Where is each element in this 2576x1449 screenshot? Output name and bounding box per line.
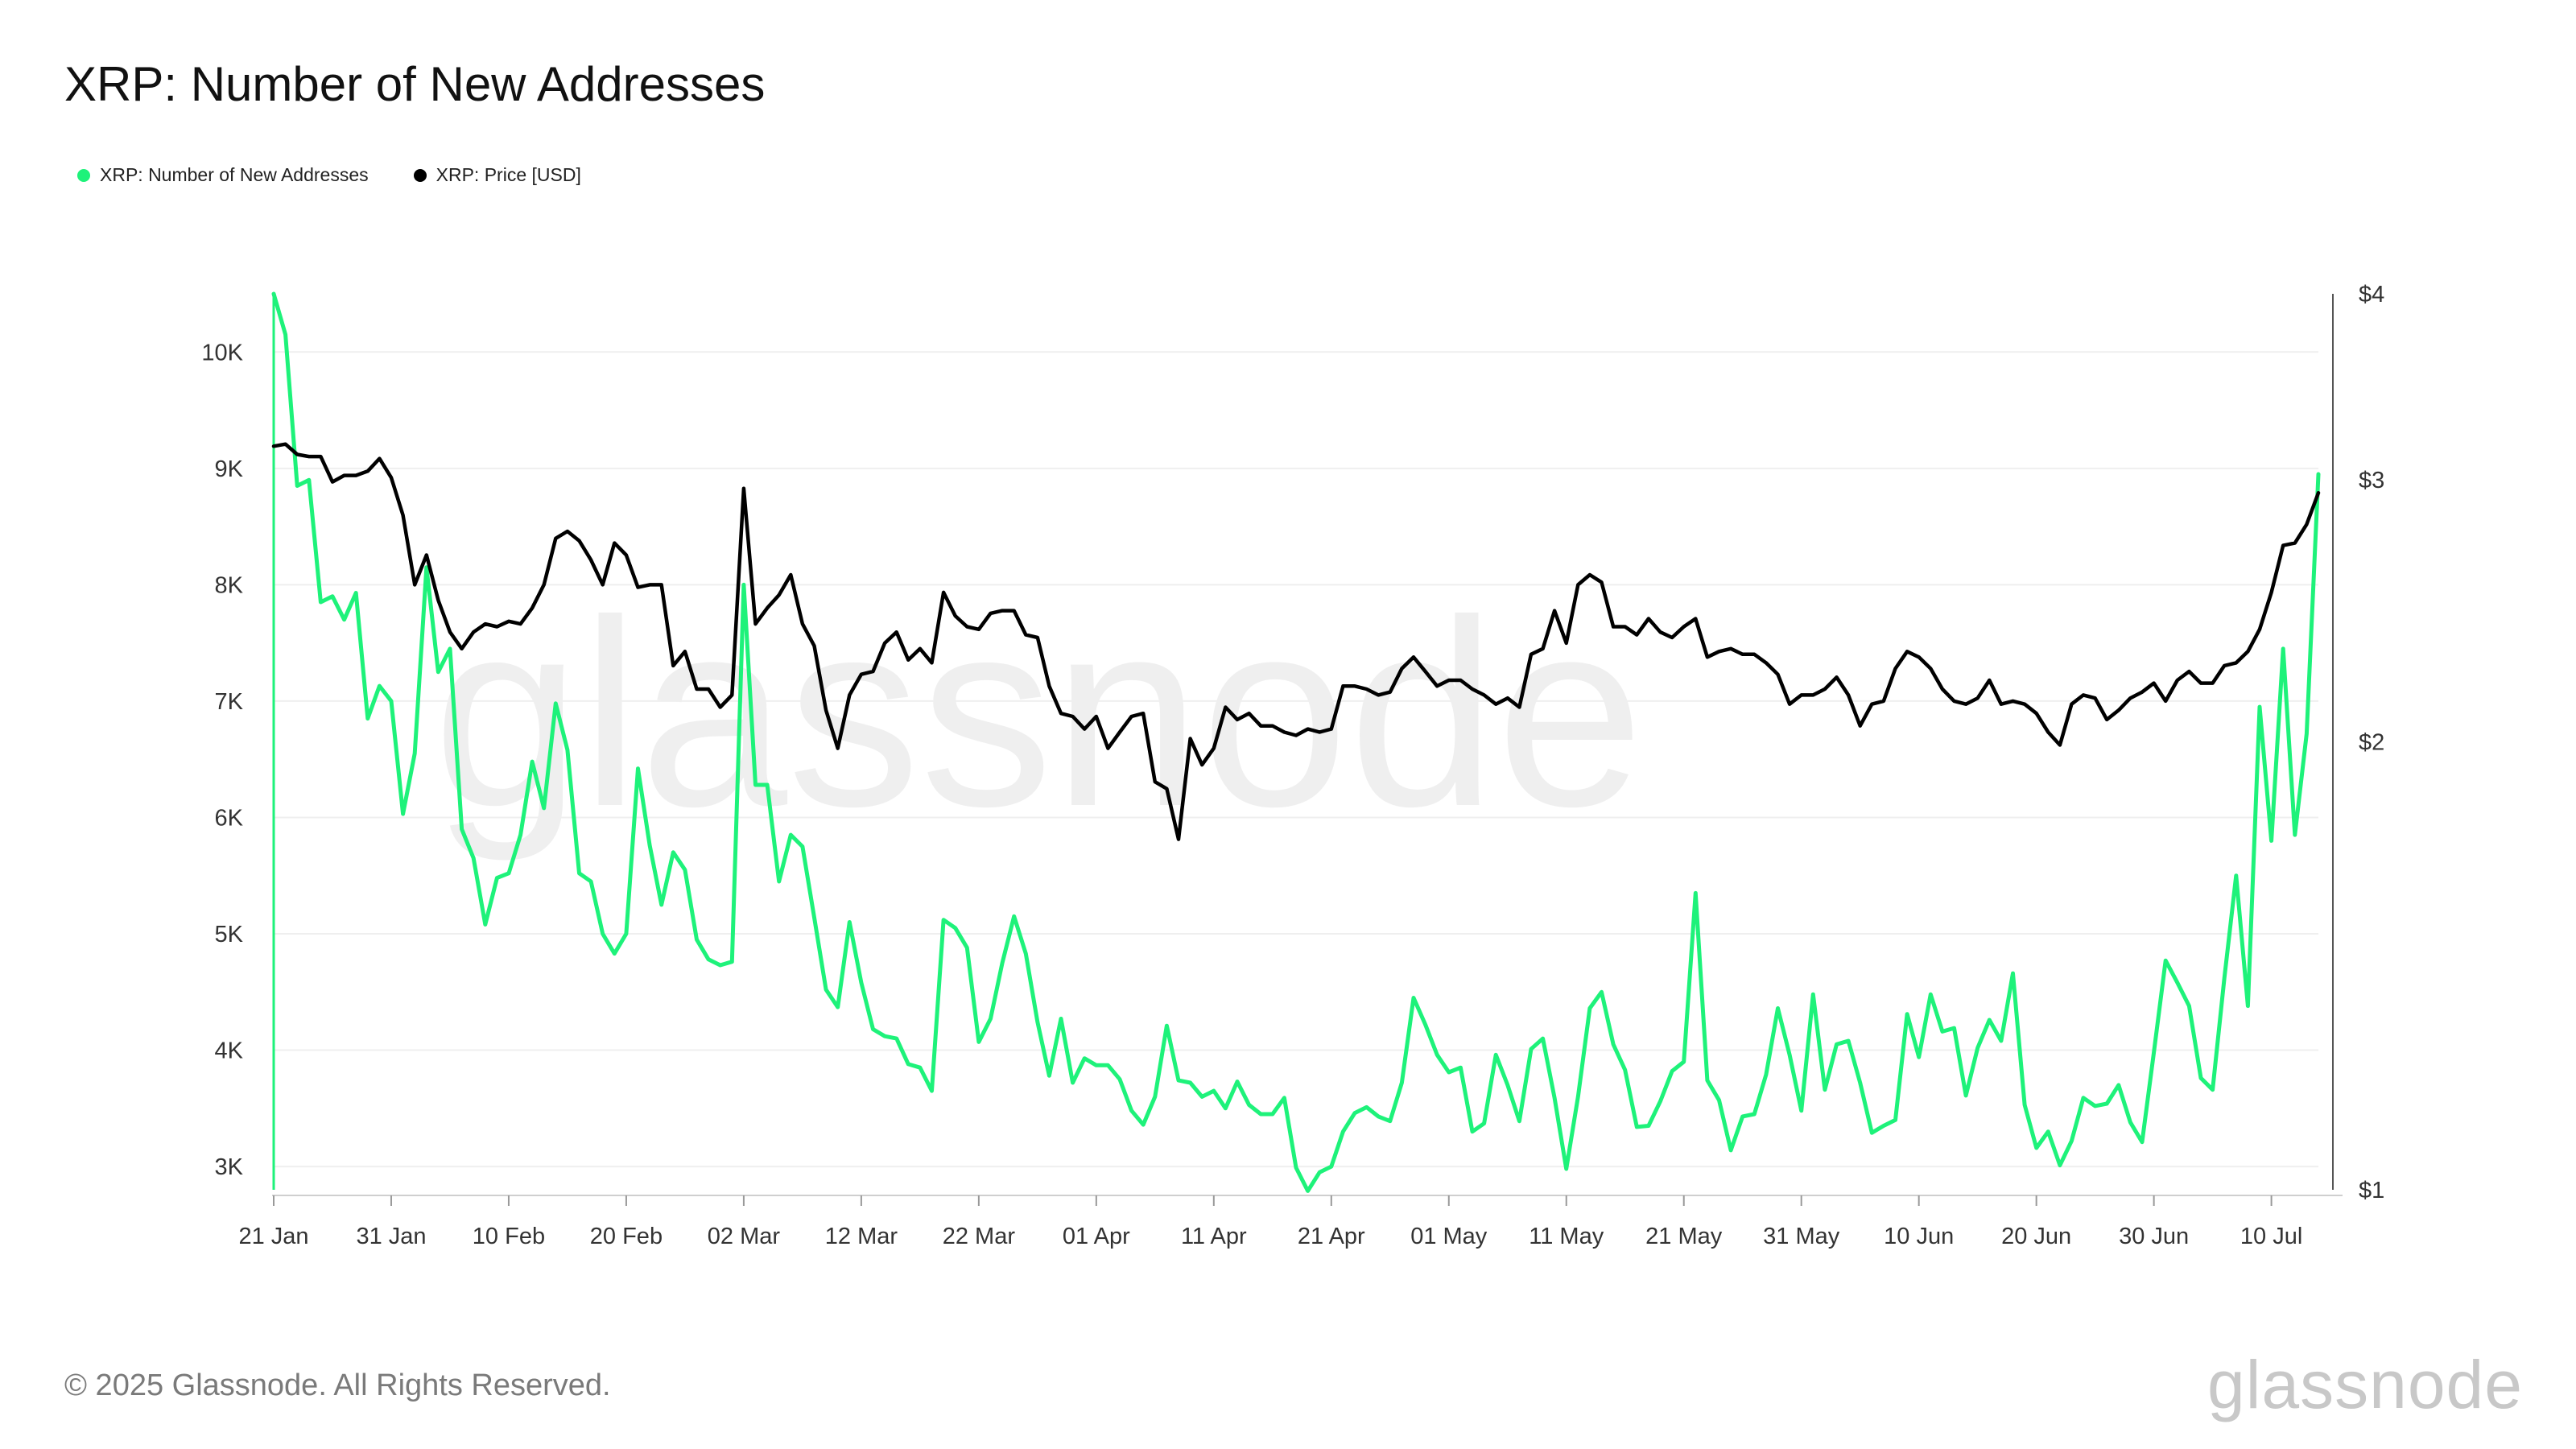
y-tick-label-left: 9K <box>215 456 244 482</box>
y-tick-label-left: 7K <box>215 689 244 715</box>
x-axis: 21 Jan 31 Jan 10 Feb 20 Feb 02 Mar 12 Mar 22 M… <box>238 1195 2343 1249</box>
x-tick-label: 10 Jul <box>2240 1224 2302 1249</box>
legend-label-price: XRP: Price [USD] <box>436 164 581 185</box>
y-tick-label-right: $3 <box>2359 468 2384 493</box>
x-tick-label: 21 Jan <box>238 1224 308 1249</box>
series-line-price[interactable] <box>271 442 2321 841</box>
x-tick-label: 20 Jun <box>2001 1224 2071 1249</box>
y-tick-label-left: 5K <box>215 922 244 947</box>
left-axis: 3K 4K 5K 6K 7K 8K 9K 10K <box>201 294 275 1190</box>
chart-title: XRP: Number of New Addresses <box>64 57 766 111</box>
y-tick-label-right: $1 <box>2359 1178 2384 1203</box>
legend-dot-price <box>413 168 427 182</box>
x-tick-label: 11 Apr <box>1181 1224 1247 1249</box>
x-tick-label: 10 Jun <box>1884 1224 1954 1249</box>
x-tick-label: 30 Jun <box>2119 1224 2189 1249</box>
x-tick-label: 10 Feb <box>473 1224 545 1249</box>
y-tick-label-left: 3K <box>215 1154 244 1180</box>
y-tick-label-left: 4K <box>215 1038 244 1064</box>
y-tick-label-right: $4 <box>2359 282 2384 308</box>
x-tick-label: 11 May <box>1529 1224 1604 1249</box>
x-tick-label: 31 May <box>1763 1224 1840 1249</box>
series-group <box>271 291 2321 1193</box>
x-tick-label: 12 Mar <box>825 1224 898 1249</box>
y-tick-label-left: 10K <box>201 340 243 365</box>
x-tick-label: 02 Mar <box>708 1224 781 1249</box>
brand-logo: glassnode <box>2207 1347 2523 1422</box>
watermark-text: glassnode <box>433 564 1645 863</box>
x-tick-label: 20 Feb <box>590 1224 663 1249</box>
legend-item-new-addresses[interactable]: XRP: Number of New Addresses <box>77 164 369 186</box>
x-tick-label: 22 Mar <box>943 1224 1016 1249</box>
legend: XRP: Number of New Addresses XRP: Price … <box>77 164 581 186</box>
x-tick-label: 31 Jan <box>356 1224 426 1249</box>
legend-label-new-addresses: XRP: Number of New Addresses <box>100 164 369 185</box>
series-line-new-addresses[interactable] <box>271 291 2321 1193</box>
x-tick-label: 01 May <box>1410 1224 1488 1249</box>
copyright-text: © 2025 Glassnode. All Rights Reserved. <box>64 1368 611 1402</box>
y-tick-label-left: 8K <box>215 572 244 598</box>
x-tick-label: 21 May <box>1645 1224 1723 1249</box>
legend-dot-new-addresses <box>77 168 90 182</box>
y-tick-label-left: 6K <box>215 805 244 831</box>
right-axis: $1 $2 $3 $4 <box>2332 282 2384 1203</box>
y-tick-label-right: $2 <box>2359 730 2384 756</box>
x-tick-label: 21 Apr <box>1298 1224 1365 1249</box>
x-tick-label: 01 Apr <box>1063 1224 1130 1249</box>
legend-item-price[interactable]: XRP: Price [USD] <box>413 164 581 186</box>
